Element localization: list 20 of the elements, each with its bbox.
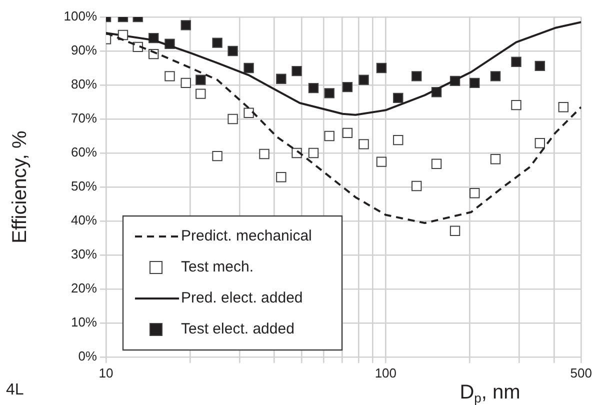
legend-label: Pred. elect. added	[181, 290, 303, 307]
y-tick-label: 10%	[70, 314, 98, 330]
y-tick-label: 80%	[70, 76, 98, 92]
y-tick-label: 50%	[70, 178, 98, 194]
y-tick-label: 60%	[70, 144, 98, 160]
legend-label: Test elect. added	[181, 320, 294, 338]
y-tick-label: 40%	[70, 212, 98, 228]
y-tick-label: 20%	[70, 280, 98, 296]
y-tick-label: 100%	[64, 8, 98, 24]
x-tick-label: 10	[98, 365, 114, 380]
y-tick-label: 30%	[70, 246, 98, 262]
y-axis-title: Efficiency, %	[9, 130, 31, 244]
y-tick-label: 70%	[70, 110, 98, 126]
legend-label: Predict. mechanical	[181, 228, 312, 245]
text: 4L	[6, 381, 24, 398]
y-tick-label: 90%	[70, 42, 98, 58]
legend-label: Test mech.	[181, 258, 254, 276]
y-tick-label: 0%	[78, 348, 98, 364]
x-tick-label: 500	[570, 365, 592, 380]
x-tick-label: 100	[374, 365, 397, 380]
